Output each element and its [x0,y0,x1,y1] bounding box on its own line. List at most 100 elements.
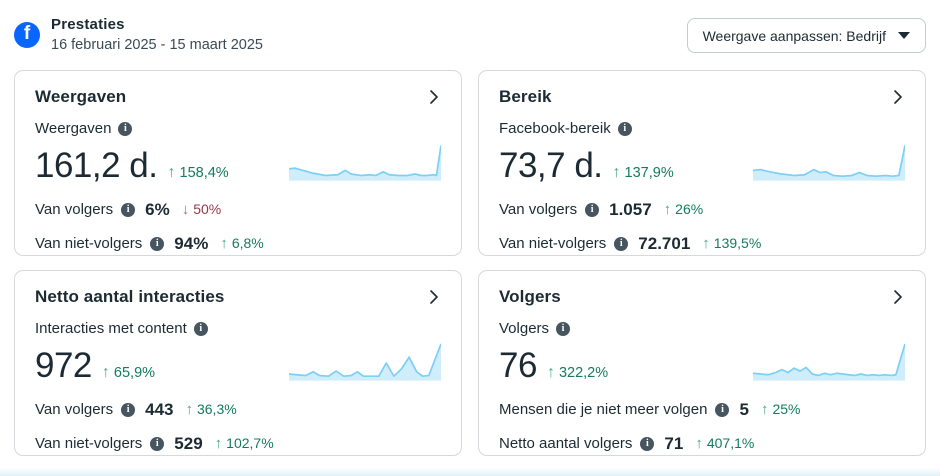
breakdown-delta: ↑ 25% [761,401,801,418]
metric-card-bereik: Bereik Facebook-bereik i 73,7 d. ↑ 137,9… [478,70,926,256]
breakdown-row: Van volgers i 6% ↓ 50% [35,199,441,220]
chevron-right-icon[interactable] [427,287,441,307]
sparkline-chart [753,341,905,381]
card-title: Bereik [499,87,552,106]
breakdown-row: Van niet-volgers i 72.701 ↑ 139,5% [499,233,905,254]
metric-delta: ↑ 137,9% [613,164,674,182]
view-selector-label: Weergave aanpassen: Bedrijf [702,27,886,44]
breakdown-row: Mensen die je niet meer volgen i 5 ↑ 25% [499,399,905,420]
breakdown-value: 443 [145,399,174,419]
trend-arrow-icon: ↑ [546,364,555,381]
breakdown-value: 94% [174,233,209,253]
metric-label: Weergaven [35,120,112,137]
trend-percent: 36,3% [196,401,237,417]
date-range: 16 februari 2025 - 15 maart 2025 [51,37,263,53]
card-title: Netto aantal interacties [35,287,225,306]
breakdown-label: Van volgers [499,201,578,218]
sparkline-chart [289,341,441,381]
breakdown-row: Netto aantal volgers i 71 ↑ 407,1% [499,433,905,454]
trend-arrow-icon: ↑ [702,235,710,252]
breakdown-label: Van niet-volgers [35,235,143,252]
header-titles: Prestaties 16 februari 2025 - 15 maart 2… [51,16,263,53]
trend-percent: 158,4% [179,165,229,181]
view-selector-dropdown[interactable]: Weergave aanpassen: Bedrijf [686,18,926,53]
trend-percent: 137,9% [624,165,674,181]
info-icon[interactable]: i [121,202,136,217]
trend-arrow-icon: ↑ [185,401,193,418]
metric-card-volgers: Volgers Volgers i 76 ↑ 322,2% Mensen die… [478,270,926,456]
facebook-logo-icon: f [14,21,40,48]
info-icon[interactable]: i [150,436,165,451]
metric-delta: ↑ 322,2% [547,364,608,382]
chevron-right-icon[interactable] [427,87,441,107]
info-icon[interactable]: i [640,436,655,451]
metric-label: Interacties met content [35,320,187,337]
sparkline-chart [289,141,441,181]
trend-percent: 50% [193,201,222,217]
trend-percent: 102,7% [226,435,274,451]
breakdown-delta: ↑ 6,8% [220,235,263,252]
page-title: Prestaties [51,16,125,33]
metric-label: Volgers [499,320,550,337]
breakdown-value: 529 [174,433,203,453]
metric-label: Facebook-bereik [499,120,611,137]
breakdown-label: Van volgers [35,401,114,418]
trend-arrow-icon: ↑ [101,364,110,381]
metric-delta: ↑ 158,4% [168,164,229,182]
breakdown-row: Van volgers i 1.057 ↑ 26% [499,199,905,220]
info-icon[interactable]: i [617,121,632,136]
metric-delta: ↑ 65,9% [102,364,155,382]
breakdown-delta: ↑ 36,3% [185,401,236,418]
breakdown-row: Van niet-volgers i 94% ↑ 6,8% [35,233,441,254]
info-icon[interactable]: i [150,236,165,251]
metric-value: 972 [35,346,92,385]
trend-arrow-icon: ↓ [181,201,190,218]
sparkline-chart [753,141,905,181]
info-icon[interactable]: i [614,236,629,251]
trend-percent: 26% [675,201,704,217]
info-icon[interactable]: i [585,202,600,217]
card-title: Weergaven [35,87,127,106]
info-icon[interactable]: i [121,402,136,417]
header-left: f Prestaties 16 februari 2025 - 15 maart… [14,16,263,53]
breakdown-label: Netto aantal volgers [499,435,633,452]
trend-arrow-icon: ↑ [214,435,223,452]
breakdown-label: Van niet-volgers [35,435,143,452]
info-icon[interactable]: i [118,121,133,136]
trend-arrow-icon: ↑ [167,164,176,181]
trend-percent: 6,8% [231,235,264,251]
metric-value: 161,2 d. [35,146,158,185]
trend-arrow-icon: ↑ [695,435,703,452]
chevron-right-icon[interactable] [891,87,905,107]
metric-value: 76 [499,346,537,385]
breakdown-delta: ↑ 407,1% [695,435,754,452]
breakdown-row: Van niet-volgers i 529 ↑ 102,7% [35,433,441,454]
trend-percent: 407,1% [706,435,755,451]
trend-percent: 139,5% [713,235,762,251]
breakdown-delta: ↓ 50% [182,201,222,218]
metric-value: 73,7 d. [499,146,603,185]
metric-card-weergaven: Weergaven Weergaven i 161,2 d. ↑ 158,4% … [14,70,462,256]
next-section-preview [0,469,940,476]
info-icon[interactable]: i [556,321,571,336]
card-title: Volgers [499,287,561,306]
info-icon[interactable]: i [193,321,208,336]
page-header: f Prestaties 16 februari 2025 - 15 maart… [0,0,940,70]
breakdown-value: 71 [664,433,684,453]
breakdown-value: 1.057 [609,199,652,219]
trend-arrow-icon: ↑ [220,235,228,252]
metrics-grid: Weergaven Weergaven i 161,2 d. ↑ 158,4% … [0,70,940,456]
breakdown-value: 72.701 [638,233,691,253]
breakdown-delta: ↑ 26% [664,201,704,218]
breakdown-label: Van volgers [35,201,114,218]
trend-percent: 25% [772,401,801,417]
trend-percent: 65,9% [113,365,156,381]
breakdown-label: Van niet-volgers [499,235,607,252]
chevron-right-icon[interactable] [891,287,905,307]
trend-percent: 322,2% [558,365,609,381]
trend-arrow-icon: ↑ [760,401,769,418]
metric-card-interacties: Netto aantal interacties Interacties met… [14,270,462,456]
info-icon[interactable]: i [715,402,730,417]
trend-arrow-icon: ↑ [663,201,672,218]
breakdown-label: Mensen die je niet meer volgen [499,401,708,418]
